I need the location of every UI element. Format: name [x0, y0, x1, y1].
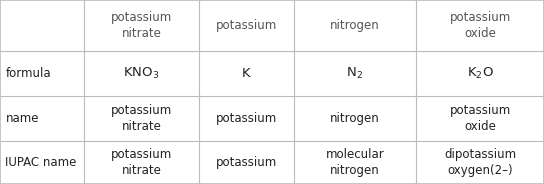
Text: molecular
nitrogen: molecular nitrogen [326, 148, 384, 177]
Text: potassium: potassium [215, 156, 277, 169]
Text: potassium
nitrate: potassium nitrate [111, 11, 172, 40]
Text: potassium
oxide: potassium oxide [449, 11, 511, 40]
Text: formula: formula [5, 67, 51, 80]
Text: nitrogen: nitrogen [330, 19, 380, 32]
Text: name: name [5, 112, 39, 125]
Text: K$_2$O: K$_2$O [467, 66, 493, 81]
Text: dipotassium
oxygen(2–): dipotassium oxygen(2–) [444, 148, 516, 177]
Text: potassium: potassium [215, 112, 277, 125]
Text: potassium
oxide: potassium oxide [449, 104, 511, 133]
Text: K: K [242, 67, 250, 80]
Text: nitrogen: nitrogen [330, 112, 380, 125]
Text: potassium
nitrate: potassium nitrate [111, 104, 172, 133]
Text: potassium: potassium [215, 19, 277, 32]
Text: N$_2$: N$_2$ [347, 66, 363, 81]
Text: KNO$_3$: KNO$_3$ [123, 66, 159, 81]
Text: potassium
nitrate: potassium nitrate [111, 148, 172, 177]
Text: IUPAC name: IUPAC name [5, 156, 77, 169]
